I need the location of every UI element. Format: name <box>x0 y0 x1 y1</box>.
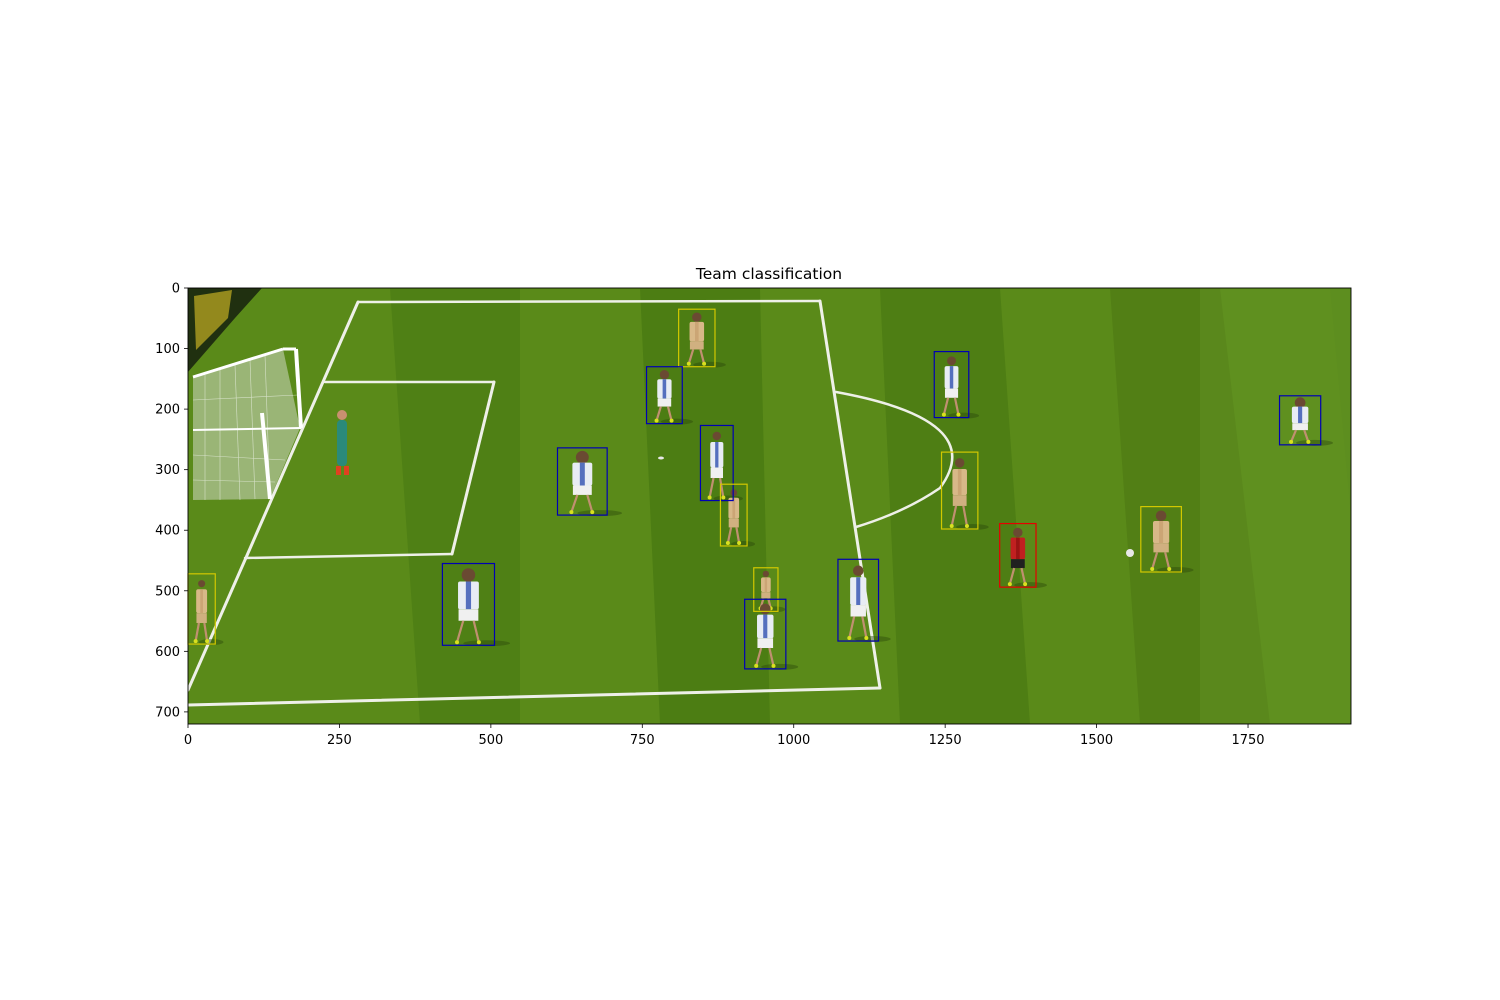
bbox-team-b <box>753 567 779 612</box>
bbox-team-a <box>837 558 880 642</box>
y-axis: 0 100 200 300 400 500 600 700 <box>155 282 188 720</box>
x-tick-label: 1000 <box>777 733 810 748</box>
player-figure <box>725 489 756 547</box>
x-tick-label: 1500 <box>1080 733 1113 748</box>
pitch-lines <box>188 299 954 707</box>
bbox-team-b <box>1140 506 1182 573</box>
y-tick-label: 400 <box>155 524 180 539</box>
x-tick-label: 0 <box>184 733 192 748</box>
pitch-mark <box>658 456 664 460</box>
bbox-team-a <box>1278 395 1322 446</box>
y-tick-label: 0 <box>172 282 180 297</box>
x-axis: 0 250 500 750 1000 1250 1500 1750 <box>184 724 1265 748</box>
bbox-team-a <box>645 366 683 425</box>
player-figure <box>654 370 693 425</box>
bbox-team-a <box>556 447 608 516</box>
bbox-team-b <box>678 308 716 368</box>
y-tick-label: 700 <box>155 705 180 720</box>
player-figure <box>686 312 726 368</box>
bbox-team-b <box>940 451 979 530</box>
player-figure <box>1289 397 1334 446</box>
y-tick-label: 600 <box>155 645 180 660</box>
y-tick-label: 200 <box>155 403 180 418</box>
pitch-image <box>188 288 1351 724</box>
y-tick-label: 300 <box>155 463 180 478</box>
player-figure <box>193 580 224 646</box>
x-tick-label: 500 <box>478 733 503 748</box>
player-figures <box>193 312 1334 670</box>
x-tick-label: 750 <box>630 733 655 748</box>
bbox-team-a <box>441 562 496 646</box>
bbox-team-a <box>744 598 787 670</box>
x-tick-label: 250 <box>327 733 352 748</box>
stand-ad-boards <box>188 288 262 372</box>
y-tick-label: 500 <box>155 584 180 599</box>
y-tick-label: 100 <box>155 342 180 357</box>
player-figure <box>754 603 799 670</box>
bbox-team-b <box>719 483 748 547</box>
bbox-referee <box>999 522 1037 588</box>
bbox-team-a <box>933 350 970 419</box>
player-figure <box>1007 527 1047 589</box>
goalkeeper <box>336 410 349 475</box>
goal-net <box>192 347 303 501</box>
plot-frame <box>187 287 1352 725</box>
bbox-team-a <box>699 424 734 502</box>
player-figure <box>941 356 980 419</box>
x-tick-label: 1250 <box>929 733 962 748</box>
x-tick-label: 1750 <box>1231 733 1264 748</box>
chart-title: Team classification <box>695 265 842 283</box>
ball <box>1126 549 1134 557</box>
